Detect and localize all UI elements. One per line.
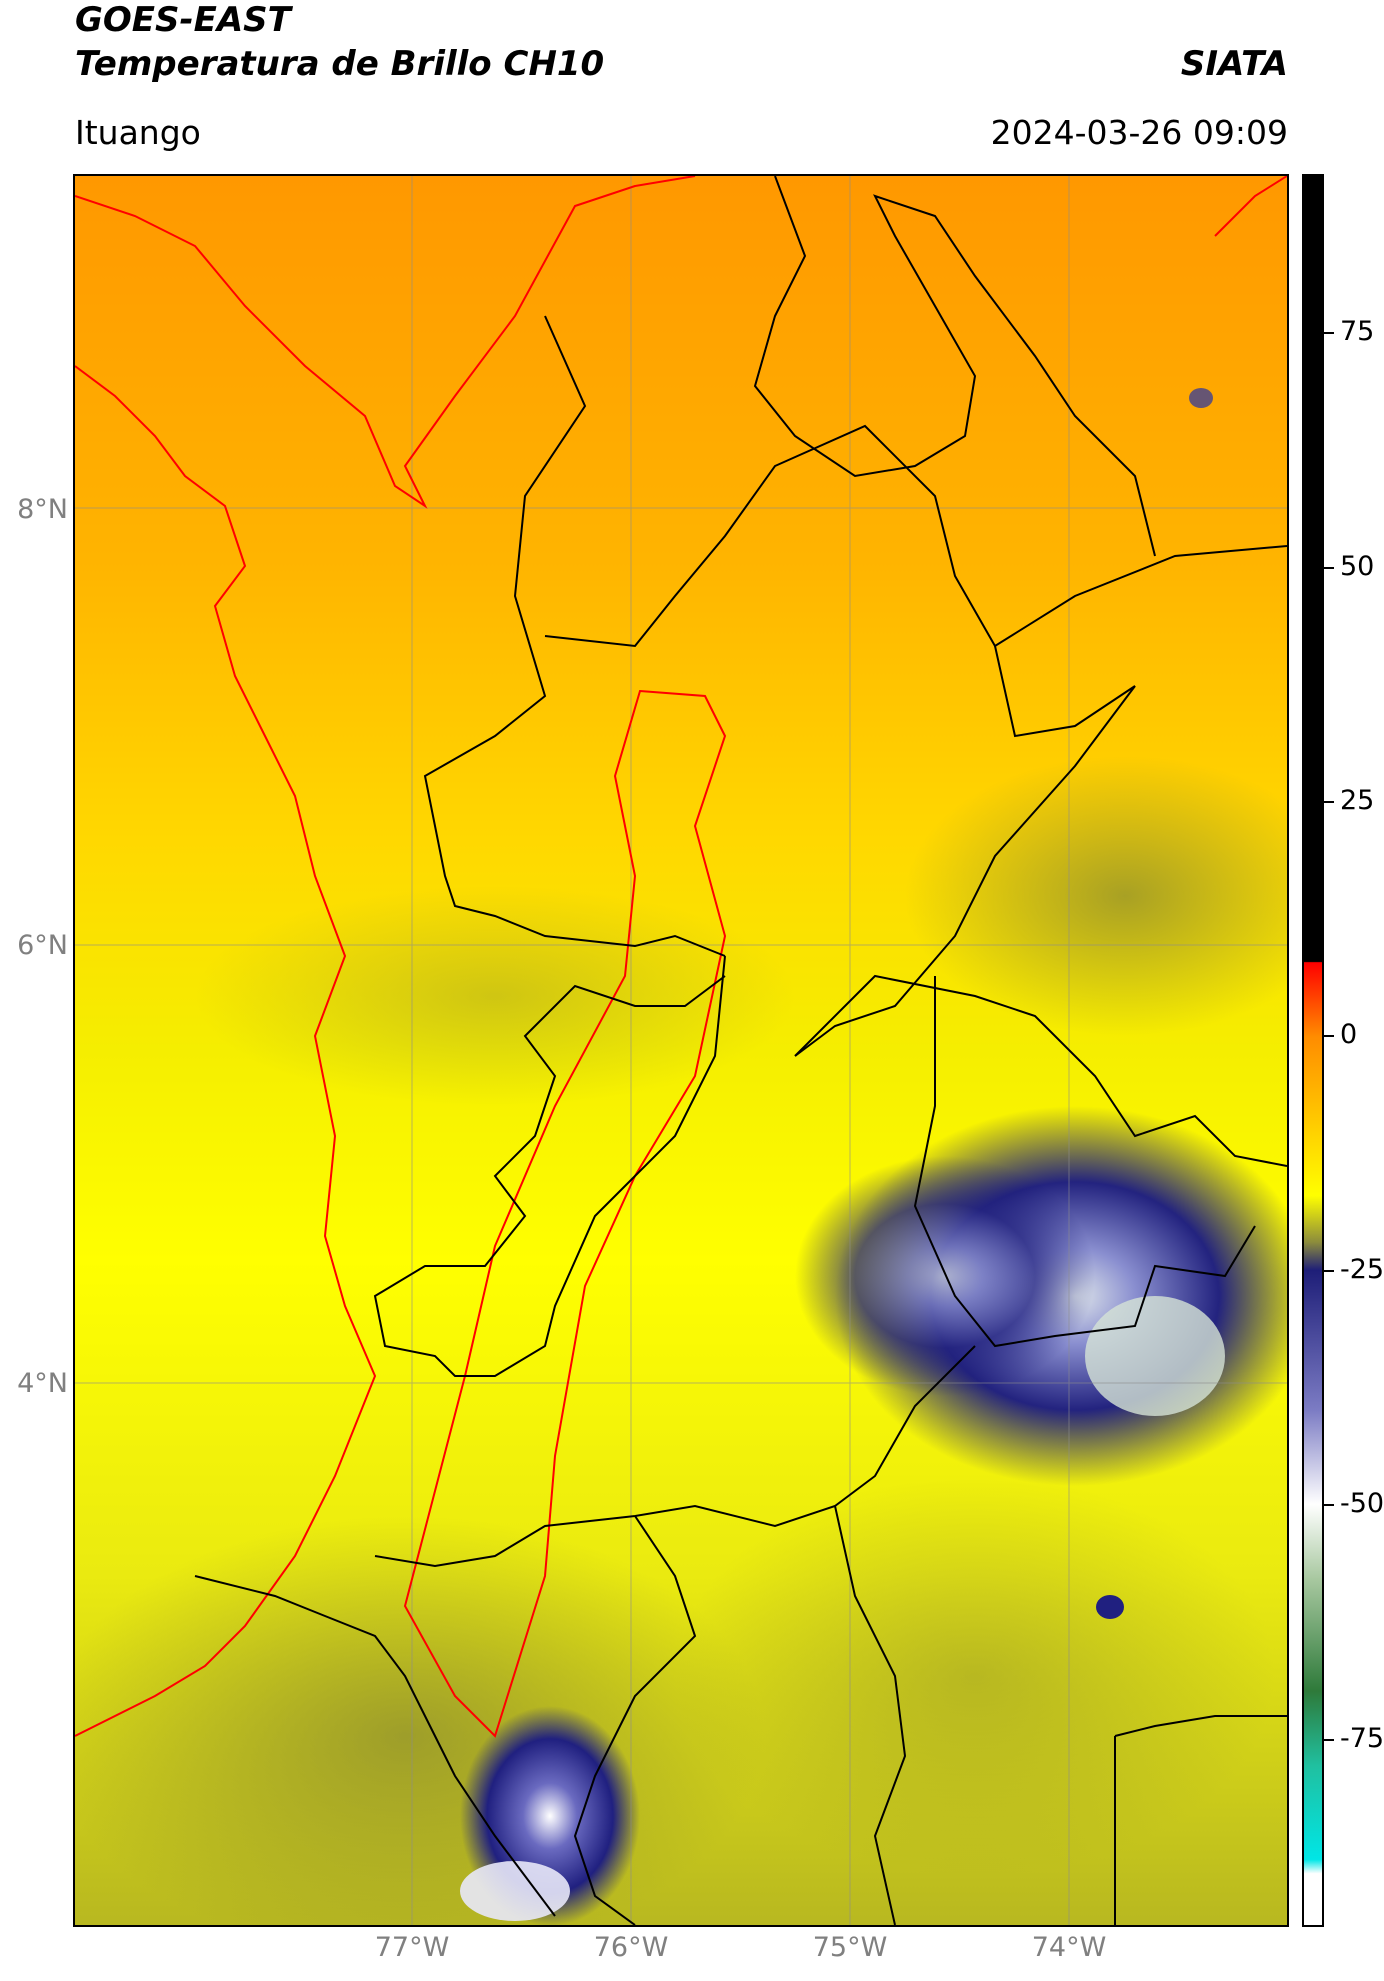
timestamp-label: 2024-03-26 09:09: [990, 113, 1288, 152]
colorbar-tick-mark: [1324, 1504, 1334, 1507]
product-title: Temperatura de Brillo CH10: [75, 44, 605, 84]
organization-label: SIATA: [1180, 44, 1288, 84]
colorbar-tick-label: -75: [1340, 1722, 1384, 1754]
colorbar-tick-mark: [1324, 1269, 1334, 1272]
temperature-colorbar: [1302, 174, 1324, 1927]
lon-label-75w: 75°W: [812, 1932, 888, 1963]
colorbar-tick-label: -50: [1340, 1488, 1384, 1520]
colorbar-tick-label: 50: [1340, 550, 1375, 582]
lat-label-6n: 6°N: [17, 930, 68, 961]
colorbar-tick-label: 75: [1340, 316, 1375, 348]
location-label: Ituango: [75, 113, 201, 152]
colorbar-tick-mark: [1324, 332, 1334, 335]
lat-label-4n: 4°N: [17, 1368, 68, 1399]
lat-label-8n: 8°N: [17, 494, 68, 525]
colorbar-tick-label: -25: [1340, 1253, 1384, 1285]
satellite-map[interactable]: [73, 174, 1289, 1927]
colorbar-tick-mark: [1324, 1035, 1334, 1038]
colorbar-tick-mark: [1324, 1738, 1334, 1741]
colorbar-tick-label: 25: [1340, 785, 1375, 817]
colorbar-tick-mark: [1324, 566, 1334, 569]
satellite-title: GOES-EAST: [75, 0, 291, 40]
colorbar-tick-mark: [1324, 801, 1334, 804]
lon-label-77w: 77°W: [374, 1932, 450, 1963]
colorbar-tick-label: 0: [1340, 1019, 1358, 1051]
lon-label-74w: 74°W: [1031, 1932, 1107, 1963]
lon-label-76w: 76°W: [593, 1932, 669, 1963]
